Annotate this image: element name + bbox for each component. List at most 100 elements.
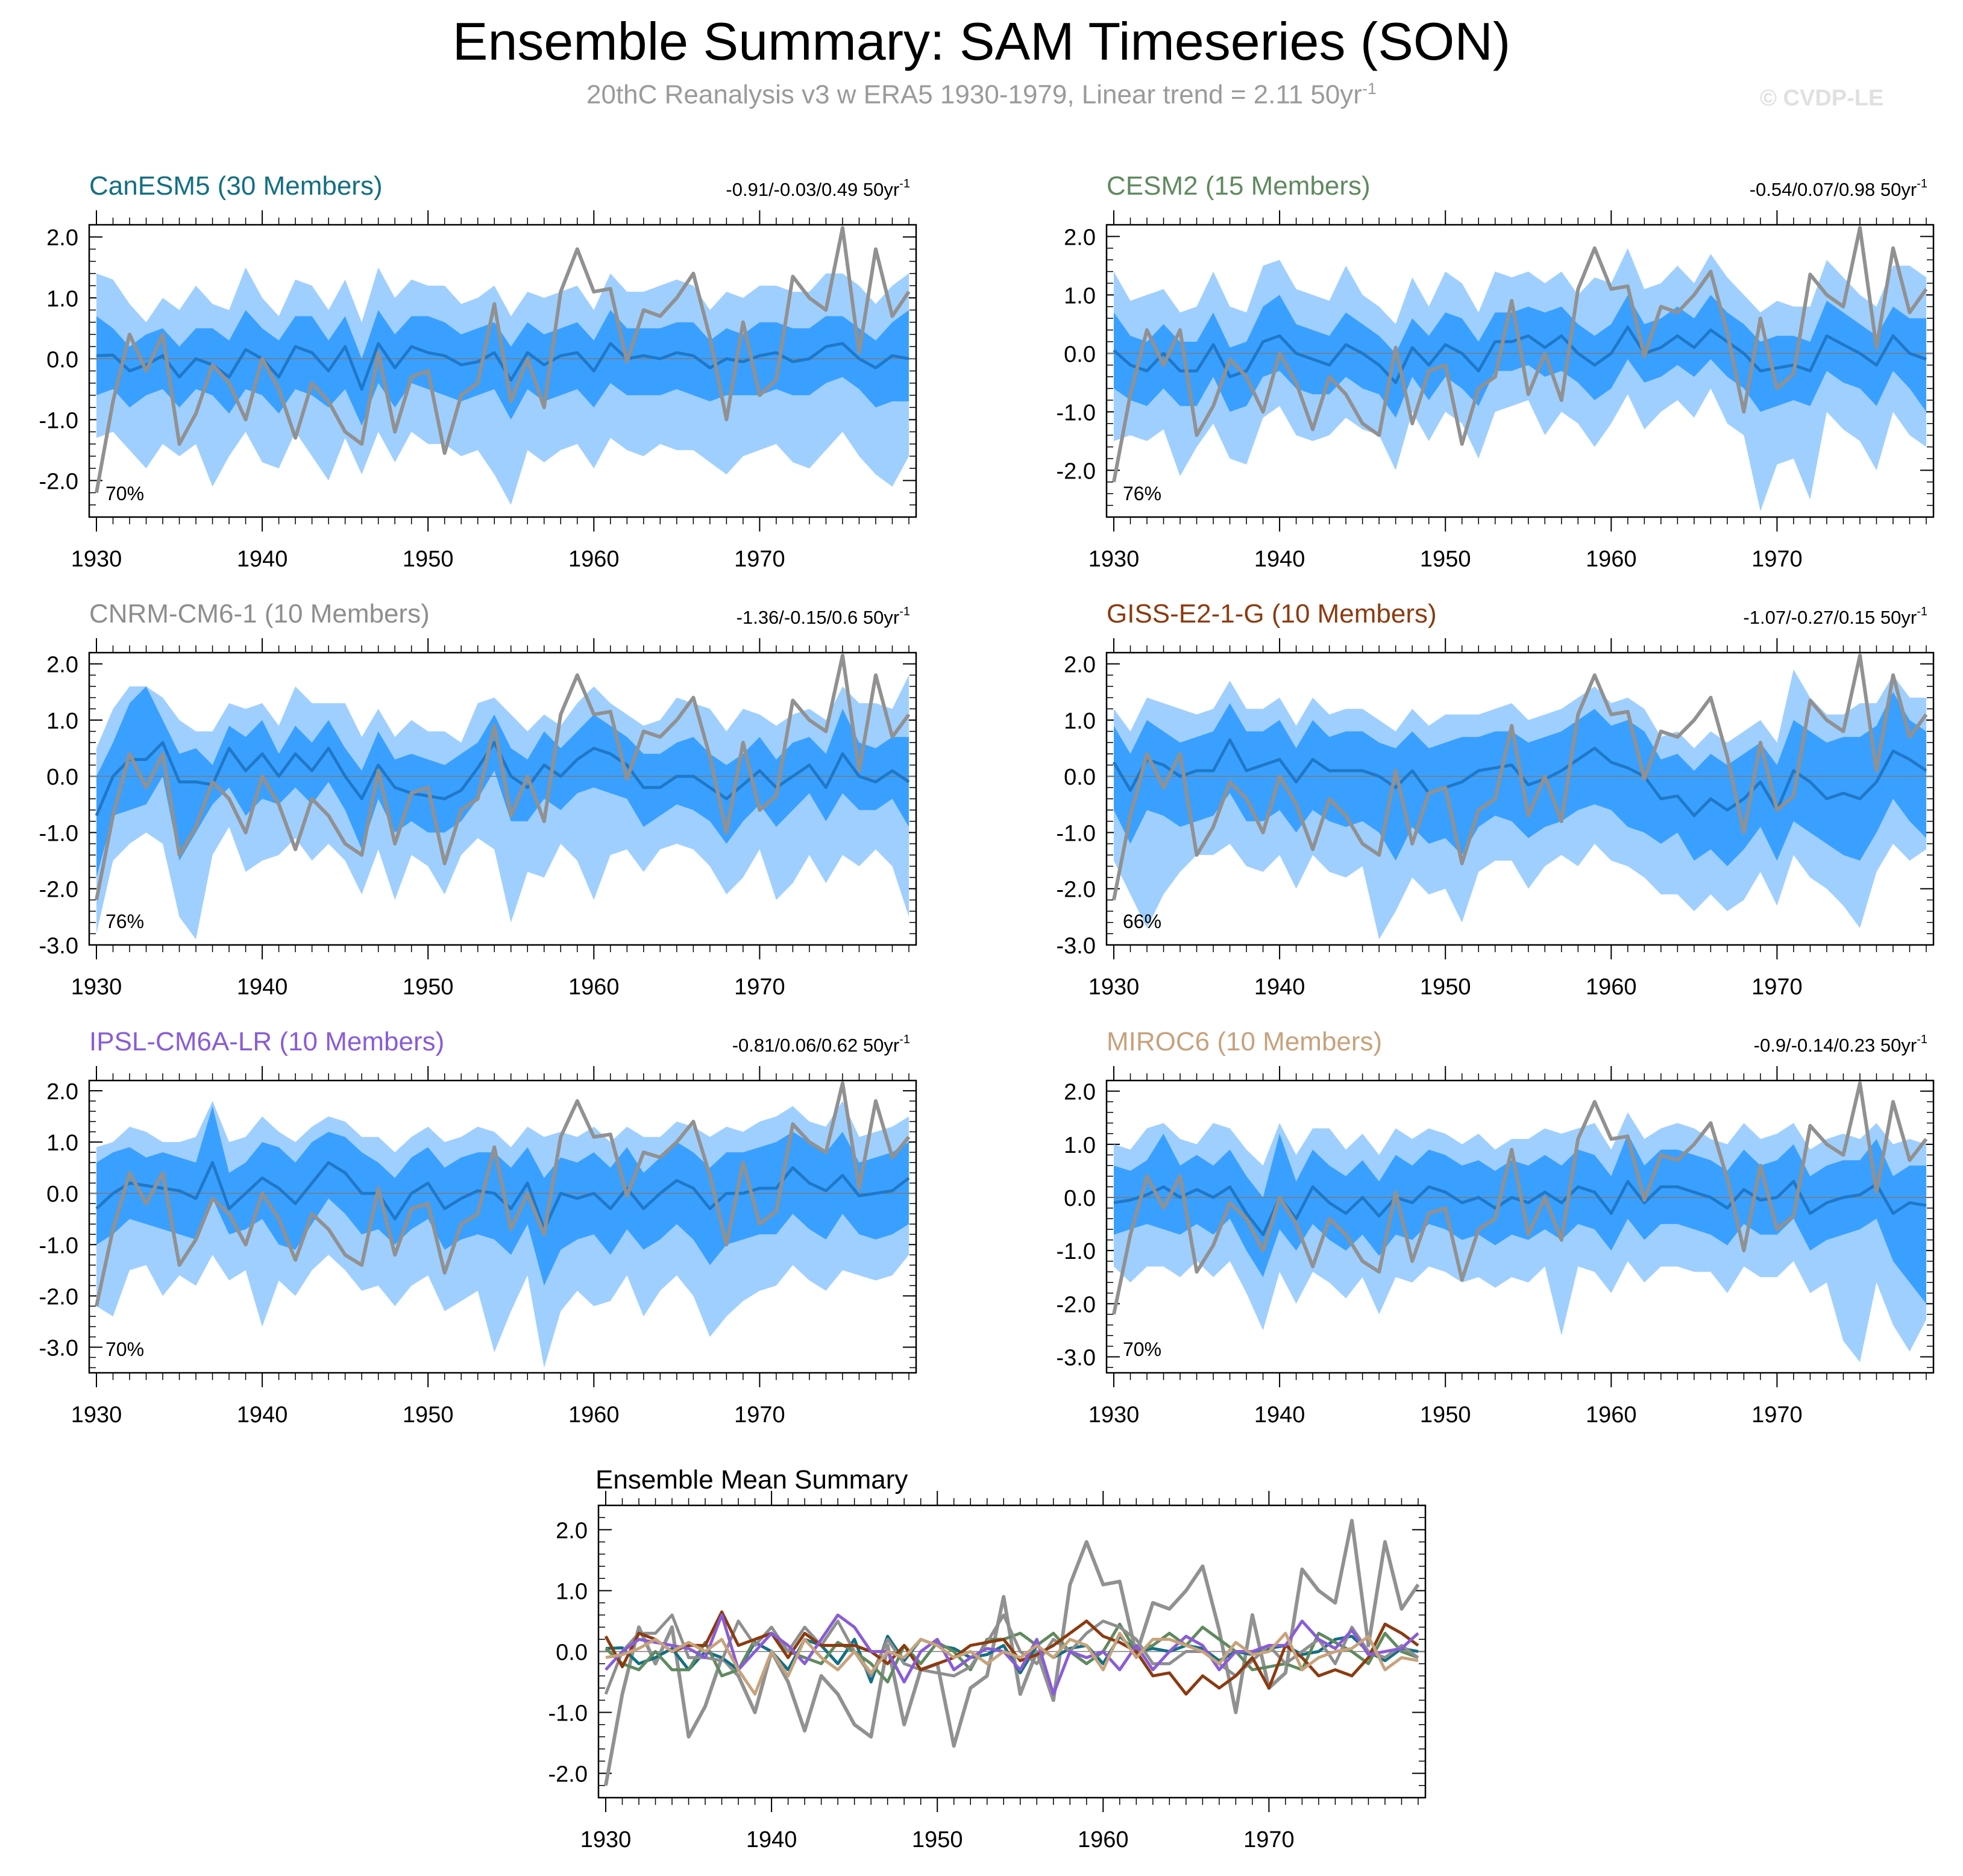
panel-6-ytick-label: -1.0 [1057, 1239, 1096, 1264]
summary-ytick-label: -2.0 [548, 1762, 588, 1787]
panel-frame [1105, 224, 1935, 518]
panel-4-xtick-label: 1940 [1254, 974, 1305, 1000]
panel-3-ytick-label: -1.0 [39, 821, 78, 846]
panel-stats: -1.07/-0.27/0.15 50yr-1 [1743, 605, 1927, 628]
panel-percent-label: 76% [1123, 483, 1161, 504]
summary-line-4 [604, 1610, 1419, 1696]
panel-6-ytick-label: 2.0 [1064, 1080, 1096, 1105]
panel-1-ytick-label: 1.0 [46, 286, 78, 312]
panel-3-ytick-label: -3.0 [39, 933, 78, 959]
panel-plot-area [89, 653, 916, 940]
panel-frame [1105, 651, 1935, 946]
panel-1: -2.0 -1.0 0.0 1.0 2.0 1930 1940 1950 1960 1970 Can… [39, 171, 917, 572]
summary-xtick-label: 1950 [912, 1827, 963, 1852]
page-title: Ensemble Summary: SAM Timeseries (SON) [452, 11, 1511, 71]
panel-5-ytick-label: 2.0 [46, 1079, 78, 1105]
panel-stats: -0.81/0.06/0.62 50yr-1 [732, 1033, 910, 1056]
summary-xtick-label: 1960 [1078, 1827, 1129, 1852]
panel-4-ytick-label: -1.0 [1057, 821, 1096, 846]
panel-6-xtick-label: 1960 [1586, 1402, 1637, 1428]
panel-4-xtick-label: 1950 [1420, 974, 1471, 1000]
panel-1-xtick-label: 1970 [734, 547, 785, 572]
panel-percent-label: 70% [105, 483, 144, 504]
panel-6-ytick-label: 0.0 [1064, 1186, 1096, 1211]
panel-5-ytick-label: -2.0 [39, 1284, 78, 1310]
panel-4-xtick-label: 1930 [1088, 974, 1140, 1000]
panel-5: -3.0 -2.0 -1.0 0.0 1.0 2.0 1930 1940 1950 1960 197… [39, 1027, 917, 1428]
summary-frame [597, 1504, 1427, 1799]
panel-6-xtick-label: 1970 [1751, 1402, 1803, 1428]
panel-frame [1105, 1079, 1935, 1374]
summary-line-6 [605, 1631, 1419, 1696]
panel-percent-label: 70% [1123, 1338, 1161, 1360]
panel-1-ytick-label: -1.0 [39, 408, 78, 433]
panel-title: GISS-E2-1-G (10 Members) [1107, 599, 1437, 629]
watermark: © CVDP-LE [1760, 86, 1884, 111]
panel-2-xtick-label: 1950 [1420, 547, 1471, 572]
panel-percent-label: 70% [105, 1338, 144, 1360]
panel-3-ytick-label: 2.0 [46, 653, 78, 678]
panel-1-ytick-label: 0.0 [46, 347, 78, 372]
panel-stats: -0.54/0.07/0.98 50yr-1 [1750, 177, 1927, 200]
panel-1-xtick-label: 1960 [568, 547, 620, 572]
panel-4-ytick-label: 2.0 [1064, 653, 1096, 678]
panel-6-xtick-label: 1930 [1088, 1402, 1140, 1428]
panel-stats: -0.9/-0.14/0.23 50yr-1 [1754, 1033, 1927, 1056]
panel-3-xtick-label: 1950 [403, 974, 454, 1000]
panel-title: IPSL-CM6A-LR (10 Members) [89, 1027, 444, 1056]
panel-6-xtick-label: 1950 [1420, 1402, 1471, 1428]
panel-stats: -1.36/-0.15/0.6 50yr-1 [737, 605, 910, 628]
summary-ytick-label: 1.0 [556, 1579, 588, 1604]
panel-2-xtick-label: 1940 [1254, 547, 1305, 572]
panel-4-ytick-label: 1.0 [1064, 709, 1096, 734]
summary-line-3 [604, 1613, 1419, 1695]
panel-2-ytick-label: 0.0 [1064, 342, 1096, 367]
panel-plot-area [1107, 225, 1933, 512]
panel-plot-area [1107, 1081, 1933, 1363]
panel-percent-label: 66% [1123, 911, 1161, 932]
panel-5-xtick-label: 1950 [403, 1402, 454, 1428]
observed-line [95, 653, 911, 900]
panel-4: -3.0 -2.0 -1.0 0.0 1.0 2.0 1930 1940 1950 1960 197… [1057, 599, 1935, 1000]
panel-4-ytick-label: -2.0 [1057, 877, 1096, 903]
observed-line [95, 1081, 911, 1307]
observed-line [1112, 653, 1928, 900]
panel-2-xtick-label: 1970 [1751, 547, 1803, 572]
panel-4-xtick-label: 1960 [1586, 974, 1637, 1000]
panel-5-xtick-label: 1970 [734, 1402, 785, 1428]
panel-5-ytick-label: 0.0 [46, 1182, 78, 1207]
panel-6-ytick-label: -3.0 [1057, 1346, 1096, 1371]
panel-stats-exp: -1 [1917, 1033, 1927, 1046]
panel-2-ytick-label: 2.0 [1064, 225, 1096, 250]
summary-xtick-label: 1930 [580, 1827, 632, 1852]
summary-xtick-label: 1940 [746, 1827, 797, 1852]
panel-6-ytick-label: 1.0 [1064, 1133, 1096, 1158]
panel-6: -3.0 -2.0 -1.0 0.0 1.0 2.0 1930 1940 1950 1960 197… [1057, 1027, 1935, 1428]
panel-5-xtick-label: 1940 [237, 1402, 288, 1428]
panel-title: CanESM5 (30 Members) [89, 171, 383, 201]
band-inner [1114, 1134, 1926, 1304]
ensemble-mean-line [96, 342, 909, 391]
panel-5-ytick-label: -3.0 [39, 1335, 78, 1361]
observed-line [95, 226, 911, 494]
panel-5-ytick-label: -1.0 [39, 1233, 78, 1258]
panel-frame [88, 651, 917, 946]
summary-plot-area [598, 1519, 1425, 1786]
panel-2-xtick-label: 1930 [1088, 547, 1140, 572]
panel-5-xtick-label: 1960 [568, 1402, 620, 1428]
panel-frame [88, 1079, 917, 1374]
panel-3-xtick-label: 1960 [568, 974, 620, 1000]
panel-4-xtick-label: 1970 [1751, 974, 1803, 1000]
ensemble-mean-line [95, 1161, 910, 1231]
panel-3-xtick-label: 1940 [237, 974, 288, 1000]
panel-stats-exp: -1 [1917, 605, 1927, 618]
panel-4-ytick-label: -3.0 [1057, 933, 1096, 959]
band-inner [96, 686, 909, 878]
panel-frame [88, 224, 917, 518]
panel-6-ytick-label: -2.0 [1057, 1292, 1096, 1317]
summary-ytick-label: -1.0 [548, 1701, 588, 1727]
panel-3-ytick-label: 1.0 [46, 709, 78, 734]
panel-3-xtick-label: 1930 [71, 974, 122, 1000]
page-subtitle: 20thC Reanalysis v3 w ERA5 1930-1979, Li… [0, 80, 1963, 110]
panel-stats-exp: -1 [899, 177, 910, 190]
